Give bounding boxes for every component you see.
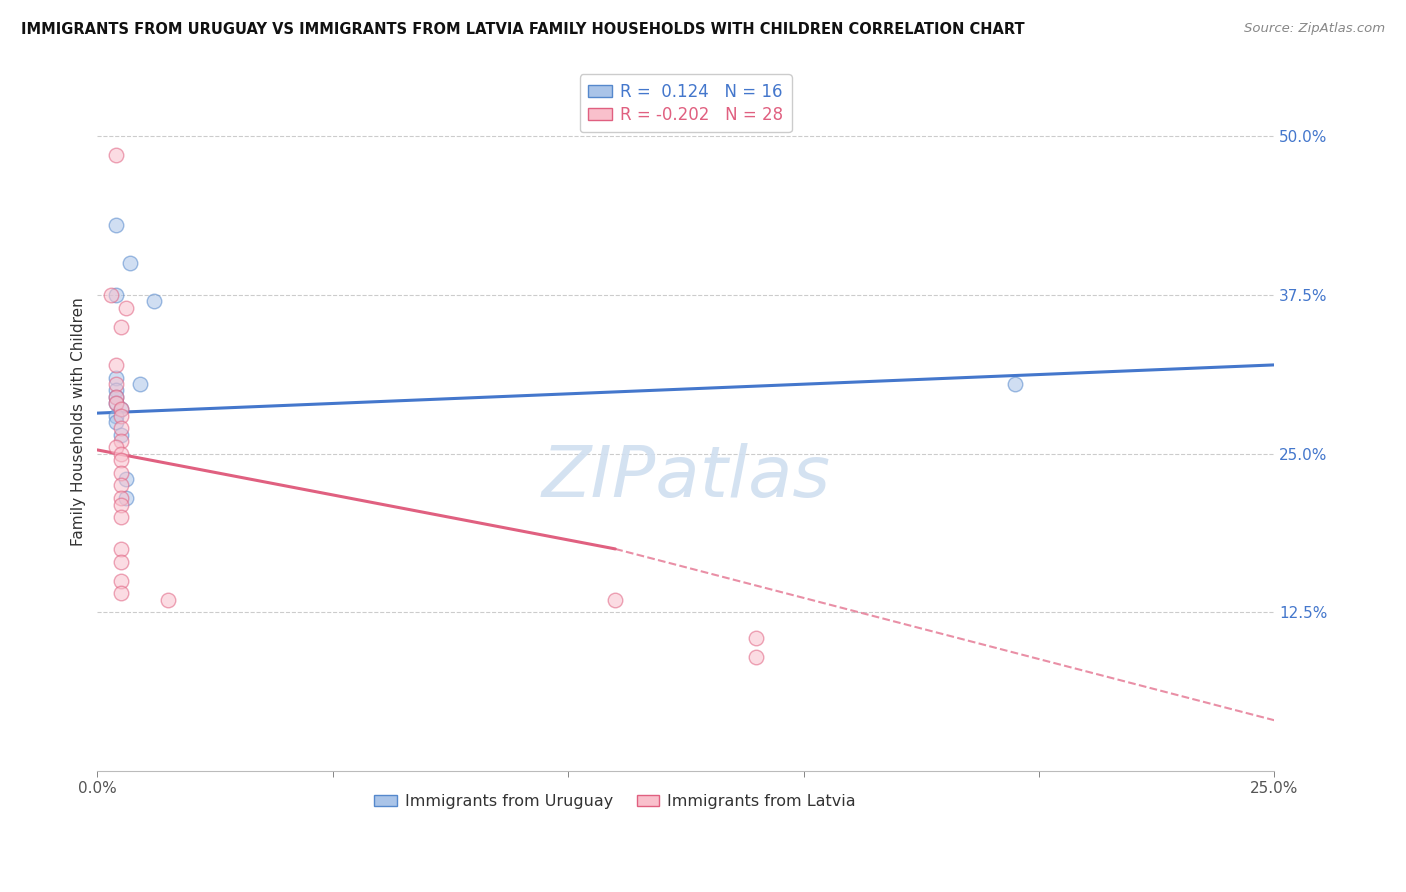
Point [105, 390, 128, 404]
Point [128, 376, 150, 391]
Point [105, 376, 128, 391]
Point [105, 415, 128, 429]
Point [105, 370, 128, 384]
Point [105, 219, 128, 233]
Point [110, 402, 132, 417]
Point [110, 586, 132, 600]
Point [105, 396, 128, 410]
Point [120, 256, 142, 270]
Point [114, 301, 136, 315]
Point [110, 541, 132, 556]
Point [110, 434, 132, 448]
Point [156, 592, 179, 607]
Point [110, 510, 132, 524]
Point [105, 390, 128, 404]
Point [142, 294, 165, 309]
Point [110, 421, 132, 435]
Point [745, 649, 768, 664]
Point [105, 288, 128, 302]
Point [105, 396, 128, 410]
Legend: Immigrants from Uruguay, Immigrants from Latvia: Immigrants from Uruguay, Immigrants from… [368, 788, 862, 815]
Point [110, 447, 132, 461]
Point [745, 631, 768, 645]
Point [105, 148, 128, 162]
Point [105, 409, 128, 423]
Text: Source: ZipAtlas.com: Source: ZipAtlas.com [1244, 22, 1385, 36]
Y-axis label: Family Households with Children: Family Households with Children [72, 298, 86, 547]
Point [110, 555, 132, 569]
Point [605, 592, 627, 607]
Text: ZIPatlas: ZIPatlas [541, 443, 831, 512]
Point [105, 441, 128, 455]
Point [110, 427, 132, 442]
Point [110, 409, 132, 423]
Point [110, 453, 132, 467]
Point [110, 498, 132, 512]
Point [110, 491, 132, 505]
Point [114, 491, 136, 505]
Point [110, 319, 132, 334]
Point [105, 384, 128, 398]
Point [110, 466, 132, 480]
Point [105, 358, 128, 372]
Point [114, 472, 136, 486]
Point [100, 288, 122, 302]
Text: IMMIGRANTS FROM URUGUAY VS IMMIGRANTS FROM LATVIA FAMILY HOUSEHOLDS WITH CHILDRE: IMMIGRANTS FROM URUGUAY VS IMMIGRANTS FR… [21, 22, 1025, 37]
Point [110, 402, 132, 417]
Point [110, 574, 132, 588]
Point [1004, 376, 1026, 391]
Point [110, 478, 132, 492]
